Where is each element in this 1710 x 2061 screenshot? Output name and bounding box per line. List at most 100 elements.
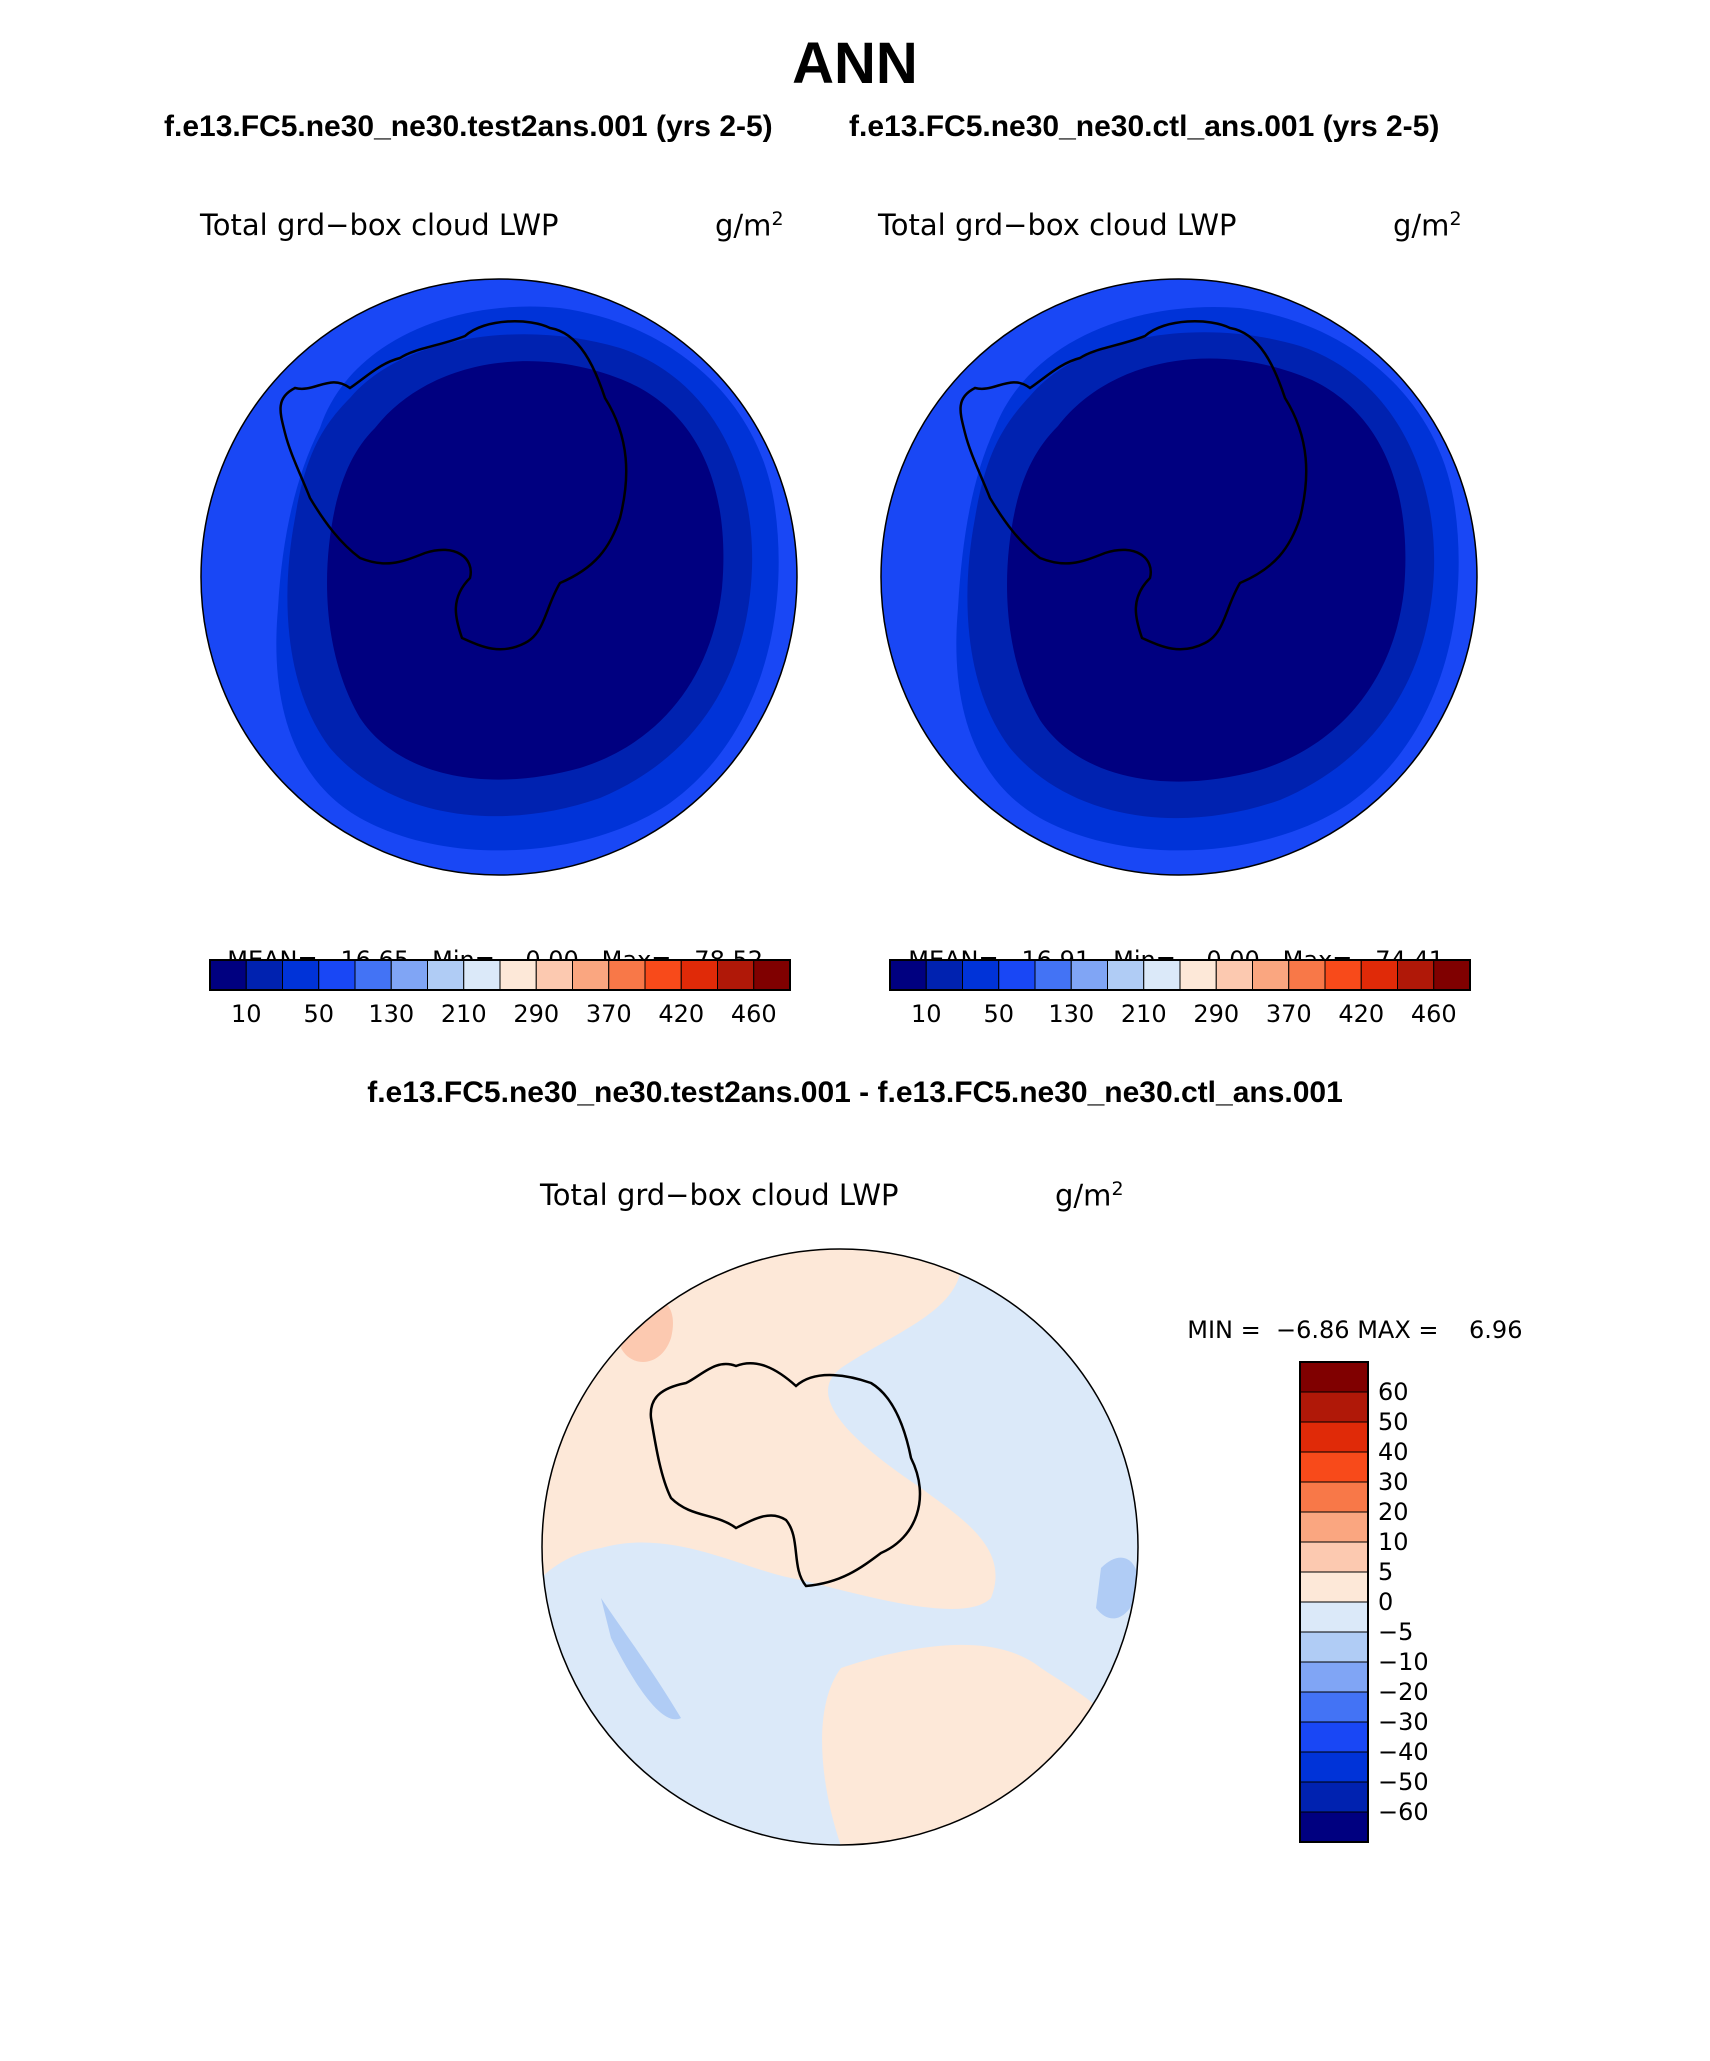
colorbar-swatch <box>1360 959 1398 991</box>
colorbar-tick-label: 130 <box>368 1000 415 1028</box>
colorbar-swatch <box>1252 959 1290 991</box>
colorbar-swatch <box>1324 959 1362 991</box>
diff-neg2-blob-1 <box>601 1598 681 1720</box>
panel-1-units-base: g/m <box>715 208 772 243</box>
colorbar-tick-label: 10 <box>230 1000 262 1028</box>
colorbar-swatch <box>1070 959 1108 991</box>
colorbar-tick-label: 460 <box>1410 1000 1457 1028</box>
case-header-left: f.e13.FC5.ne30_ne30.test2ans.001 (yrs 2-… <box>164 110 773 143</box>
colorbar-swatch <box>717 959 755 991</box>
colorbar-swatch <box>245 959 283 991</box>
colorbar-tick-label: 290 <box>1193 1000 1240 1028</box>
page-title: ANN <box>792 31 918 96</box>
colorbar-tick-label: 0 <box>1378 1588 1394 1616</box>
colorbar-swatch <box>1299 1781 1369 1813</box>
diff-header: f.e13.FC5.ne30_ne30.test2ans.001 - f.e13… <box>367 1076 1343 1109</box>
panel-2-colorbar <box>889 959 1471 991</box>
colorbar-swatch <box>572 959 610 991</box>
colorbar-swatch <box>1143 959 1181 991</box>
diff-units-base: g/m <box>1055 1178 1112 1213</box>
colorbar-swatch <box>680 959 718 991</box>
colorbar-swatch <box>354 959 392 991</box>
panel-2-units-exp: 2 <box>1449 208 1462 230</box>
colorbar-swatch <box>1299 1481 1369 1513</box>
colorbar-swatch <box>390 959 428 991</box>
colorbar-tick-label: −10 <box>1378 1648 1429 1676</box>
colorbar-tick-label: 420 <box>658 1000 705 1028</box>
colorbar-tick-label: 10 <box>910 1000 942 1028</box>
diff-pos-blob <box>762 1426 871 1541</box>
colorbar-tick-label: 460 <box>730 1000 777 1028</box>
colorbar-swatch <box>644 959 682 991</box>
colorbar-tick-label: 370 <box>1265 1000 1312 1028</box>
colorbar-tick-label: 210 <box>1120 1000 1167 1028</box>
colorbar-tick-label: 40 <box>1378 1438 1409 1466</box>
colorbar-outline <box>209 959 791 991</box>
colorbar-swatch <box>1299 1451 1369 1483</box>
diff-units-exp: 2 <box>1111 1178 1124 1200</box>
colorbar-swatch <box>1034 959 1072 991</box>
panel-2-variable: Total grd−box cloud LWP <box>878 208 1237 242</box>
colorbar-swatch <box>925 959 963 991</box>
colorbar-swatch <box>1433 959 1471 991</box>
colorbar-tick-label: 5 <box>1378 1558 1394 1586</box>
diff-minmax: MIN = −6.86 MAX = 6.96 <box>1172 1288 1522 1344</box>
panel-1-units: g/m2 <box>715 208 784 243</box>
colorbar-outline <box>1299 1361 1369 1843</box>
colorbar-tick-label: 130 <box>1048 1000 1095 1028</box>
colorbar-swatch <box>1299 1751 1369 1783</box>
colorbar-swatch <box>1299 1421 1369 1453</box>
colorbar-swatch <box>1299 1361 1369 1393</box>
case-header-right: f.e13.FC5.ne30_ne30.ctl_ans.001 (yrs 2-5… <box>849 110 1440 143</box>
colorbar-swatch <box>1299 1661 1369 1693</box>
map-interior <box>327 361 724 780</box>
colorbar-swatch <box>209 959 247 991</box>
panel-1-colorbar-ticks: 10 50 130 210 290 370 420 460 <box>210 1000 790 1030</box>
panel-1-colorbar <box>209 959 791 991</box>
colorbar-swatch <box>1299 1391 1369 1423</box>
colorbar-tick-label: 60 <box>1378 1378 1409 1406</box>
diff-min: −6.86 <box>1276 1316 1350 1344</box>
colorbar-tick-label: 20 <box>1378 1498 1409 1526</box>
colorbar-swatch <box>1299 1631 1369 1663</box>
panel-2-units-base: g/m <box>1393 208 1450 243</box>
colorbar-swatch <box>1299 1691 1369 1723</box>
panel-2-map <box>880 278 1478 876</box>
colorbar-tick-label: −30 <box>1378 1708 1429 1736</box>
colorbar-swatch <box>427 959 465 991</box>
colorbar-tick-label: −60 <box>1378 1798 1429 1826</box>
colorbar-tick-label: −50 <box>1378 1768 1429 1796</box>
colorbar-swatch <box>1299 1541 1369 1573</box>
map-interior <box>1007 358 1406 782</box>
colorbar-swatch <box>1299 1721 1369 1753</box>
antarctica-coastline <box>649 1361 922 1588</box>
diff-neg2-blob-2 <box>1096 1557 1138 1619</box>
colorbar-tick-label: 420 <box>1338 1000 1385 1028</box>
diff-colorbar-ticks: 60 50 40 30 20 10 5 0 −5 −10 −20 −30 −40 −50 −60 <box>1378 1362 1498 1842</box>
antarctica-coastline <box>279 320 628 651</box>
colorbar-swatch <box>889 959 927 991</box>
colorbar-swatch <box>998 959 1036 991</box>
colorbar-tick-label: −5 <box>1378 1618 1414 1646</box>
colorbar-swatch <box>1107 959 1145 991</box>
colorbar-swatch <box>535 959 573 991</box>
colorbar-swatch <box>1397 959 1435 991</box>
colorbar-tick-label: 50 <box>303 1000 335 1028</box>
diff-max: 6.96 <box>1469 1316 1523 1344</box>
panel-1-units-exp: 2 <box>771 208 784 230</box>
colorbar-swatch <box>1215 959 1253 991</box>
colorbar-swatch <box>1299 1511 1369 1543</box>
diff-colorbar <box>1299 1361 1369 1843</box>
panel-2-colorbar-ticks: 10 50 130 210 290 370 420 460 <box>890 1000 1470 1030</box>
antarctica-coastline <box>959 320 1308 651</box>
colorbar-tick-label: −20 <box>1378 1678 1429 1706</box>
colorbar-tick-label: 50 <box>1378 1408 1409 1436</box>
colorbar-tick-label: 10 <box>1378 1528 1409 1556</box>
colorbar-swatch <box>962 959 1000 991</box>
colorbar-swatch <box>1299 1811 1369 1843</box>
colorbar-swatch <box>1288 959 1326 991</box>
colorbar-swatch <box>1299 1571 1369 1603</box>
colorbar-swatch <box>608 959 646 991</box>
diff-map <box>541 1248 1139 1846</box>
colorbar-tick-label: −40 <box>1378 1738 1429 1766</box>
